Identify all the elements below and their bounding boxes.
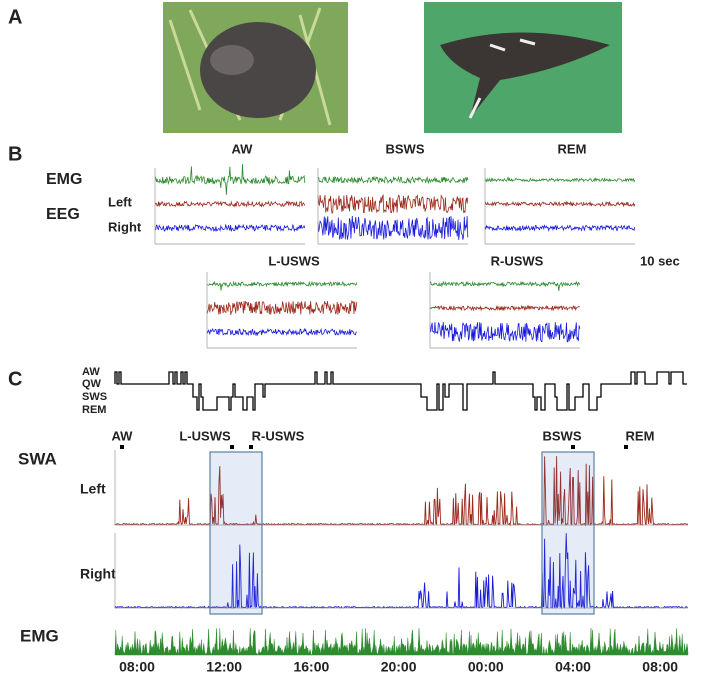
panel-label: B [8, 143, 22, 165]
time-label: 08:00 [119, 659, 155, 675]
marker-square [249, 445, 253, 449]
hypnogram-level: REM [82, 404, 106, 416]
time-label: 20:00 [381, 659, 417, 675]
eeg-left-trace [429, 304, 581, 312]
swa-trace [114, 533, 688, 610]
eeg-right-trace [154, 223, 306, 233]
row-label: Right [108, 219, 142, 234]
scale-bar-label: 10 sec [640, 253, 680, 268]
emg-trace [114, 628, 689, 656]
event-marker: BSWS [543, 428, 582, 443]
hypnogram-level: AW [82, 366, 100, 378]
photo-seal-marks [468, 38, 536, 119]
trace-label: EMG [20, 626, 59, 645]
highlight-box [541, 451, 595, 615]
event-marker: REM [626, 428, 655, 443]
eeg-right-trace [429, 321, 581, 343]
time-label: 08:00 [642, 659, 678, 675]
time-label: 16:00 [293, 659, 329, 675]
panel-label: C [8, 368, 22, 390]
trace-axes [429, 272, 580, 349]
state-title: L-USWS [268, 253, 320, 268]
swa-trace [114, 456, 689, 527]
highlight-box [209, 451, 263, 615]
trace-axes [206, 272, 357, 349]
trace-label: Right [80, 566, 116, 582]
emg-trace [206, 280, 358, 291]
photo-seal-shape [440, 32, 610, 118]
marker-square [571, 445, 575, 449]
eeg-left-trace [317, 193, 469, 214]
marker-square [120, 445, 124, 449]
emg-trace [484, 176, 636, 183]
swa-axes [114, 533, 688, 609]
trace-axes [154, 168, 305, 245]
row-label: Left [108, 194, 133, 209]
emg-trace [429, 280, 581, 292]
emg-trace [317, 175, 469, 185]
eeg-right-trace [484, 224, 636, 233]
panel-label: A [8, 6, 22, 28]
eeg-right-trace [206, 327, 357, 337]
trace-label: Left [80, 481, 106, 497]
state-title: R-USWS [491, 253, 544, 268]
marker-square [230, 445, 234, 449]
state-title: AW [232, 141, 254, 156]
marker-square [624, 445, 628, 449]
eeg-right-trace [317, 215, 469, 240]
eeg-left-trace [206, 299, 358, 315]
time-label: 12:00 [206, 659, 242, 675]
eeg-left-trace [154, 200, 306, 208]
state-title: REM [558, 141, 587, 156]
swa-label: SWA [18, 449, 57, 468]
state-title: BSWS [386, 141, 425, 156]
hypnogram [114, 371, 687, 411]
trace-axes [317, 168, 468, 245]
event-marker: R-USWS [252, 428, 305, 443]
hypnogram-level: QW [82, 378, 102, 390]
event-marker: AW [112, 428, 134, 443]
event-marker: L-USWS [179, 428, 231, 443]
emg-trace [154, 164, 306, 195]
hypnogram-level: SWS [82, 391, 107, 403]
trace-axes [484, 168, 635, 245]
row-label: EEG [46, 206, 80, 223]
swa-axes [114, 450, 688, 526]
time-label: 00:00 [468, 659, 504, 675]
row-label: EMG [46, 171, 82, 188]
eeg-left-trace [484, 200, 636, 208]
photo-seal-head [210, 45, 254, 75]
time-label: 04:00 [555, 659, 591, 675]
